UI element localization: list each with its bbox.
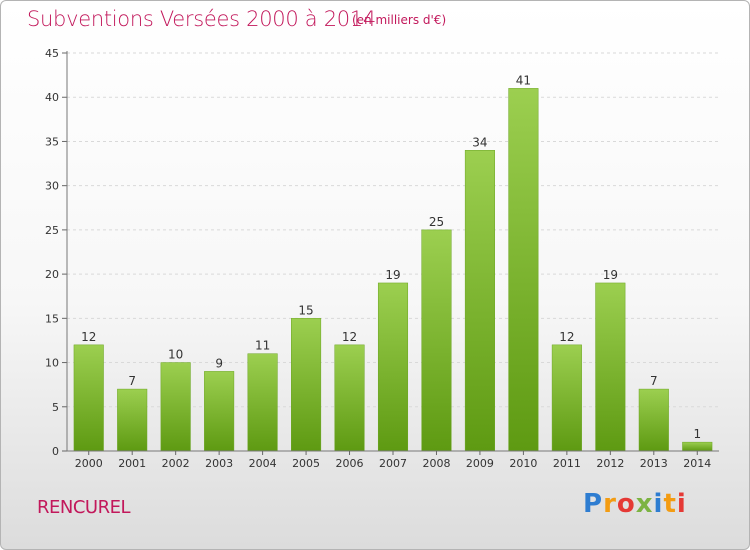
x-tick-label: 2006 <box>336 457 364 470</box>
bar-2011 <box>551 344 582 452</box>
data-label-2008: 25 <box>429 215 444 229</box>
logo-letter: r <box>603 489 617 519</box>
y-tick-label: 40 <box>45 91 59 104</box>
chart-title: Subventions Versées 2000 à 2014 <box>27 7 376 31</box>
x-tick-label: 2002 <box>162 457 190 470</box>
place-name: RENCUREL <box>37 497 131 518</box>
x-tick-label: 2009 <box>466 457 494 470</box>
data-label-2011: 12 <box>559 330 574 344</box>
y-tick-label: 20 <box>45 268 59 281</box>
x-tick-label: 2003 <box>205 457 233 470</box>
y-tick-label: 45 <box>45 47 59 60</box>
bar-2001 <box>117 388 148 452</box>
logo-letter: P <box>583 489 604 519</box>
bar-2000 <box>73 344 104 452</box>
bar-2014 <box>682 441 713 452</box>
bar-2009 <box>464 150 495 452</box>
bar-2004 <box>247 353 278 452</box>
x-tick-label: 2010 <box>509 457 537 470</box>
x-tick-label: 2000 <box>75 457 103 470</box>
data-label-2002: 10 <box>168 348 183 362</box>
proxiti-logo: Proxiti <box>583 489 687 519</box>
y-tick-label: 30 <box>45 180 59 193</box>
data-label-2004: 11 <box>255 339 270 353</box>
logo-letter: i <box>653 489 664 519</box>
data-label-2014: 1 <box>693 427 701 441</box>
x-tick-label: 2007 <box>379 457 407 470</box>
bar-2007 <box>377 282 409 452</box>
data-label-2010: 41 <box>516 73 531 87</box>
y-tick-label: 15 <box>45 312 59 325</box>
logo-letter: i <box>676 489 687 519</box>
chart-subtitle: (en milliers d'€) <box>352 13 447 27</box>
bar-2003 <box>204 371 235 452</box>
data-label-2007: 19 <box>385 268 400 282</box>
bar-2005 <box>291 318 322 452</box>
data-label-2005: 15 <box>298 303 313 317</box>
x-tick-label: 2011 <box>553 457 581 470</box>
bar-2008 <box>421 229 452 452</box>
logo-letter: o <box>616 489 636 519</box>
data-label-2009: 34 <box>472 135 487 149</box>
y-tick-label: 25 <box>45 224 59 237</box>
x-tick-label: 2012 <box>596 457 624 470</box>
x-tick-label: 2001 <box>118 457 146 470</box>
y-tick-label: 10 <box>45 357 59 370</box>
bar-2002 <box>160 362 191 452</box>
bar-2010 <box>508 88 539 452</box>
y-tick-label: 5 <box>52 401 59 414</box>
data-label-2001: 7 <box>128 374 136 388</box>
data-label-2000: 12 <box>81 330 96 344</box>
y-tick-label: 0 <box>52 445 59 458</box>
bar-2006 <box>334 344 365 452</box>
x-tick-label: 2008 <box>422 457 450 470</box>
x-tick-label: 2005 <box>292 457 320 470</box>
x-tick-label: 2014 <box>683 457 711 470</box>
x-tick-label: 2004 <box>249 457 277 470</box>
bar-2013 <box>638 388 669 452</box>
y-tick-label: 35 <box>45 135 59 148</box>
x-tick-label: 2013 <box>640 457 668 470</box>
logo-letter: t <box>663 489 677 519</box>
data-label-2003: 9 <box>215 356 223 370</box>
bar-2012 <box>595 282 626 452</box>
data-label-2013: 7 <box>650 374 658 388</box>
data-label-2006: 12 <box>342 330 357 344</box>
data-label-2012: 19 <box>603 268 618 282</box>
logo-letter: x <box>635 489 654 519</box>
